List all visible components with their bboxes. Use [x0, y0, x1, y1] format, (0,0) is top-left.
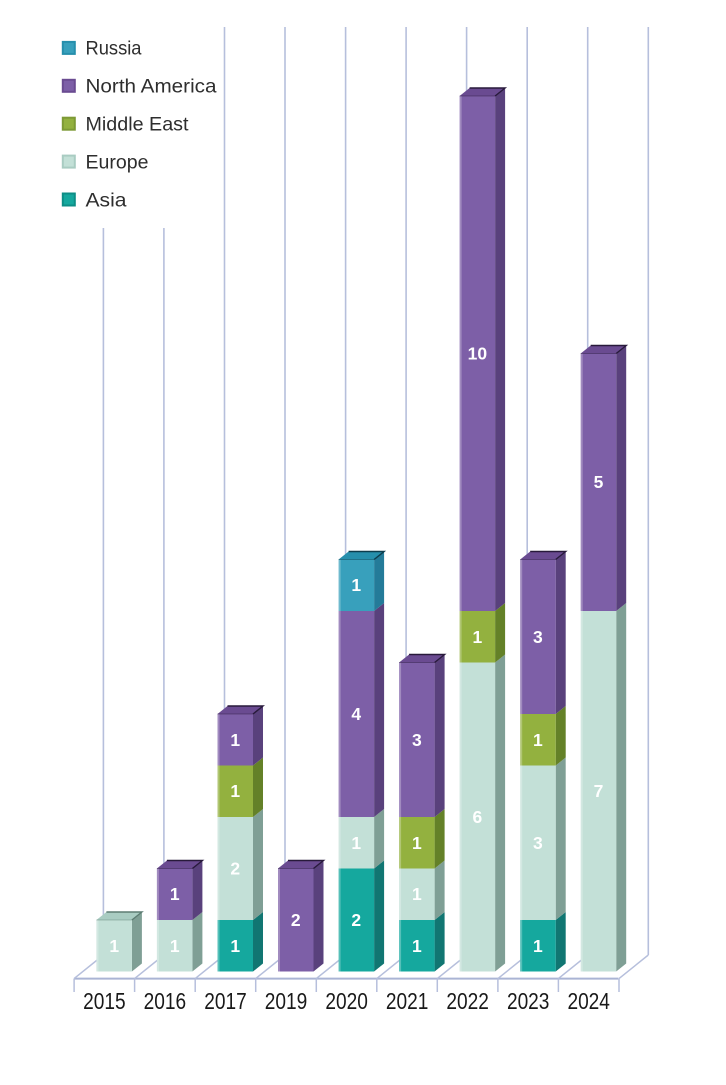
svg-text:2015: 2015	[83, 988, 126, 1014]
svg-text:Asia: Asia	[86, 189, 127, 211]
svg-text:3: 3	[533, 833, 543, 853]
svg-text:2021: 2021	[386, 988, 429, 1014]
svg-text:3: 3	[412, 730, 422, 750]
svg-text:1: 1	[412, 833, 422, 853]
svg-text:Russia: Russia	[86, 38, 142, 60]
svg-text:1: 1	[533, 730, 543, 750]
svg-text:2: 2	[230, 859, 240, 879]
svg-text:2: 2	[291, 910, 301, 930]
svg-text:1: 1	[170, 936, 180, 956]
svg-text:1: 1	[412, 884, 422, 904]
svg-text:1: 1	[533, 936, 543, 956]
svg-text:2019: 2019	[265, 988, 308, 1014]
svg-text:2016: 2016	[144, 988, 187, 1014]
svg-text:1: 1	[230, 730, 240, 750]
svg-text:1: 1	[230, 936, 240, 956]
svg-text:10: 10	[468, 344, 488, 364]
svg-text:1: 1	[109, 936, 119, 956]
svg-text:1: 1	[412, 936, 422, 956]
svg-text:5: 5	[594, 472, 604, 492]
svg-text:2024: 2024	[567, 988, 610, 1014]
svg-text:7: 7	[594, 781, 604, 801]
svg-text:3: 3	[533, 627, 543, 647]
svg-text:1: 1	[473, 627, 483, 647]
svg-text:2020: 2020	[325, 988, 368, 1014]
svg-text:2023: 2023	[507, 988, 550, 1014]
svg-text:2: 2	[351, 910, 361, 930]
svg-text:1: 1	[351, 575, 361, 595]
svg-text:2022: 2022	[446, 988, 489, 1014]
svg-text:2017: 2017	[204, 988, 247, 1014]
svg-text:1: 1	[230, 781, 240, 801]
svg-text:North America: North America	[86, 76, 217, 98]
svg-text:1: 1	[170, 884, 180, 904]
svg-text:4: 4	[351, 704, 361, 724]
svg-text:1: 1	[351, 833, 361, 853]
svg-text:Europe: Europe	[86, 151, 149, 173]
svg-text:6: 6	[473, 807, 483, 827]
svg-text:Middle East: Middle East	[86, 114, 190, 136]
